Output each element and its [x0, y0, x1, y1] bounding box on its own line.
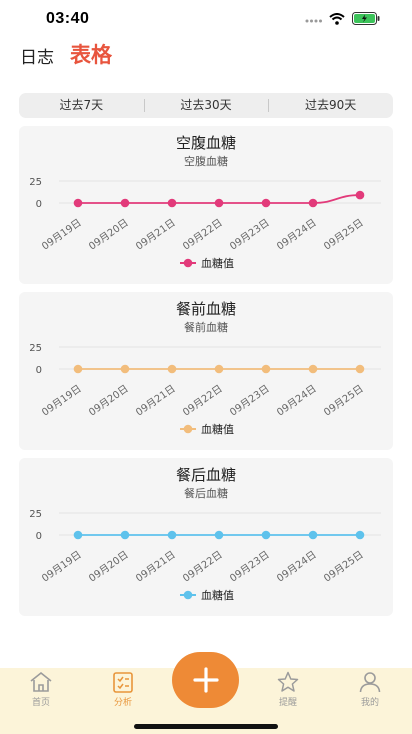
- chart-card-premeal: 餐前血糖 餐前血糖 25 0 09月19日 09月20日 09月21日 09月22日 09月…: [19, 292, 393, 450]
- tab-home[interactable]: 首页: [11, 668, 71, 708]
- x-tick-label: 09月21日: [134, 217, 178, 253]
- chart-subtitle: 餐前血糖: [184, 321, 228, 334]
- data-point: [120, 198, 130, 208]
- line-chart: 25 0 09月19日 09月20日 09月21日 09月22日 09月23日 09月24日 0…: [29, 343, 381, 436]
- header: 日志 表格: [0, 38, 412, 72]
- chart-card-fasting: 空腹血糖 空腹血糖 25 0 09月19日 09月20日 09月21日 09月22日 09月…: [19, 126, 393, 284]
- x-tick-label: 09月23日: [228, 549, 272, 585]
- data-point: [167, 364, 177, 374]
- signal-icon: [305, 19, 322, 22]
- plus-icon: [192, 667, 219, 693]
- y-tick-label: 25: [29, 343, 42, 354]
- data-point: [261, 198, 271, 208]
- data-point: [261, 530, 271, 540]
- data-point: [73, 364, 83, 374]
- chart-subtitle: 空腹血糖: [184, 155, 228, 168]
- tab-label: 提醒: [278, 698, 297, 708]
- data-point: [120, 530, 130, 540]
- data-point: [261, 364, 271, 374]
- battery-icon: [352, 12, 380, 25]
- data-point: [355, 190, 365, 200]
- x-tick-label: 09月19日: [40, 383, 84, 419]
- data-point: [308, 530, 318, 540]
- x-tick-label: 09月25日: [322, 383, 366, 419]
- chart-subtitle: 餐后血糖: [184, 487, 228, 500]
- x-tick-label: 09月20日: [87, 549, 131, 585]
- profile-icon: [359, 672, 381, 693]
- x-tick-label: 09月24日: [275, 383, 319, 419]
- y-tick-label: 25: [29, 509, 42, 520]
- x-tick-label: 09月23日: [228, 383, 272, 419]
- data-point: [120, 364, 130, 374]
- data-point: [308, 198, 318, 208]
- x-tick-label: 09月23日: [228, 217, 272, 253]
- home-indicator: [134, 724, 278, 729]
- tab-label: 我的: [360, 698, 379, 708]
- data-point: [214, 364, 224, 374]
- status-time: 03:40: [46, 10, 90, 27]
- analysis-icon: [113, 672, 133, 693]
- x-tick-label: 09月20日: [87, 383, 131, 419]
- wifi-icon: [329, 12, 345, 25]
- series-line: [78, 194, 361, 204]
- x-tick-label: 09月19日: [40, 549, 84, 585]
- x-tick-label: 09月25日: [322, 217, 366, 253]
- tab-label: 分析: [113, 698, 132, 708]
- y-tick-label: 0: [36, 199, 42, 210]
- home-icon: [30, 671, 52, 692]
- chart-card-postmeal: 餐后血糖 餐后血糖 25 0 09月19日 09月20日 09月21日 09月22日 09月…: [19, 458, 393, 616]
- data-point: [167, 198, 177, 208]
- chart-title: 空腹血糖: [175, 134, 236, 152]
- tab-analysis[interactable]: 分析: [93, 668, 153, 708]
- data-point: [167, 530, 177, 540]
- x-tick-label: 09月21日: [134, 383, 178, 419]
- x-tick-label: 09月21日: [134, 549, 178, 585]
- x-tick-label: 09月22日: [181, 383, 225, 419]
- segment-30-days[interactable]: 过去30天: [143, 93, 269, 118]
- x-tick-label: 09月22日: [181, 217, 225, 253]
- chart-title: 餐前血糖: [175, 300, 236, 318]
- line-chart: 25 0 09月19日 09月20日 09月21日 09月22日 09月23日 09月24日 0…: [29, 509, 381, 602]
- x-tick-label: 09月20日: [87, 217, 131, 253]
- status-bar: 03:40: [0, 0, 412, 36]
- x-tick-label: 09月22日: [181, 549, 225, 585]
- legend-label[interactable]: 血糖值: [201, 422, 234, 436]
- tab-table[interactable]: 表格: [70, 43, 112, 67]
- x-tick-label: 09月25日: [322, 549, 366, 585]
- period-segmented-control: 过去7天 过去30天 过去90天: [19, 93, 393, 118]
- data-point: [355, 364, 365, 374]
- data-point: [214, 198, 224, 208]
- x-tick-label: 09月24日: [275, 217, 319, 253]
- tab-reminder[interactable]: 提醒: [258, 668, 318, 708]
- tab-label: 首页: [31, 698, 50, 708]
- legend-marker[interactable]: [183, 424, 193, 434]
- x-tick-label: 09月24日: [275, 549, 319, 585]
- data-point: [73, 530, 83, 540]
- legend-marker[interactable]: [183, 258, 193, 268]
- star-icon: [277, 671, 299, 692]
- segment-7-days[interactable]: 过去7天: [59, 98, 104, 112]
- data-point: [73, 198, 83, 208]
- legend-label[interactable]: 血糖值: [201, 256, 234, 270]
- add-record-button[interactable]: [172, 652, 239, 708]
- y-tick-label: 0: [36, 531, 42, 542]
- tab-diary[interactable]: 日志: [20, 48, 54, 68]
- data-point: [355, 530, 365, 540]
- x-tick-label: 09月19日: [40, 217, 84, 253]
- tab-profile[interactable]: 我的: [340, 668, 400, 708]
- y-tick-label: 25: [29, 177, 42, 188]
- line-chart: 25 0 09月19日 09月20日 09月21日 09月22日 09月23日 09月24日 0…: [29, 177, 381, 270]
- legend-label[interactable]: 血糖值: [201, 588, 234, 602]
- data-point: [308, 364, 318, 374]
- chart-title: 餐后血糖: [175, 466, 236, 484]
- segment-90-days[interactable]: 过去90天: [268, 93, 393, 118]
- legend-marker[interactable]: [183, 590, 193, 600]
- y-tick-label: 0: [36, 365, 42, 376]
- data-point: [214, 530, 224, 540]
